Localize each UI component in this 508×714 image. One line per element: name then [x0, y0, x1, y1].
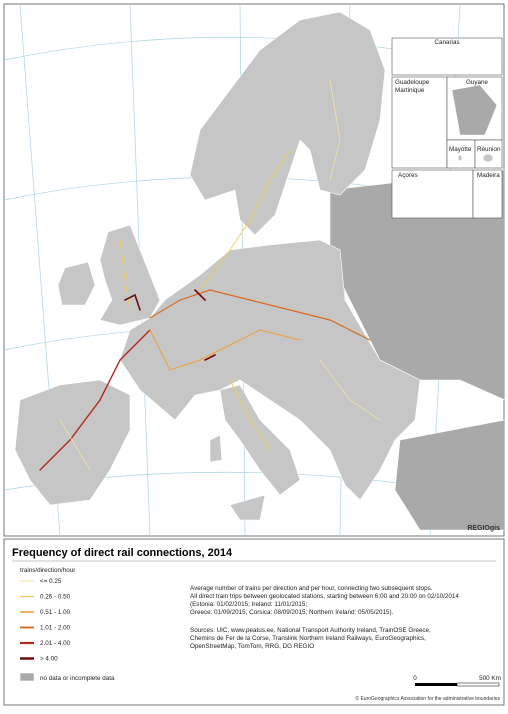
title: Frequency of direct rail connections, 20… — [12, 547, 233, 559]
land — [14, 11, 506, 531]
source-line: Chemins de Fer de la Corse, Translink No… — [190, 635, 426, 642]
logo: REGIOgis — [467, 525, 500, 532]
inset-label: Madeira — [477, 172, 500, 179]
map: Canarias Guadeloupe Martinique Guyane Ma… — [3, 3, 506, 537]
note-line: All direct train trips between geolocate… — [190, 593, 459, 600]
inset-label: Açores — [398, 172, 418, 179]
notes: Average number of trains per direction a… — [190, 585, 459, 650]
note-line: (Estonia: 01/02/2015; Ireland: 11/01/201… — [190, 601, 307, 608]
inset-label: Guyane — [466, 79, 489, 86]
inset-label: Guadeloupe — [395, 79, 430, 86]
legend-label: 0.26 - 0.50 — [40, 594, 71, 601]
inset-label: Réunion — [477, 146, 501, 153]
legend-label: no data or incomplete data — [40, 675, 115, 682]
legend-label: 0.51 - 1.00 — [40, 609, 71, 616]
scale-label: 0 — [413, 675, 417, 682]
legend-unit: trains/direction/hour — [20, 567, 75, 574]
legend-items: <= 0.25 0.26 - 0.50 0.51 - 1.00 1.01 - 2.00… — [20, 578, 71, 663]
legend-label: <= 0.25 — [40, 578, 62, 585]
copyright: © EuroGeographics Association for the ad… — [355, 695, 500, 702]
note-line: Greece: 01/09/2015; Corsica: 08/09/2015;… — [190, 609, 394, 616]
legend-label: 2.01 - 4.00 — [40, 640, 71, 647]
scale-bar: 0 500 Km — [413, 675, 501, 687]
legend-panel: Frequency of direct rail connections, 20… — [3, 538, 505, 706]
source-line: OpenStreetMap, TomTom, RRG, DG REGIO — [190, 643, 314, 650]
nodata-swatch — [19, 672, 35, 682]
inset-label: Mayotte — [449, 146, 472, 153]
scale-label: 500 Km — [479, 675, 501, 682]
insets: Canarias Guadeloupe Martinique Guyane Ma… — [391, 37, 503, 219]
legend-label: > 4.00 — [40, 656, 58, 663]
legend-label: 1.01 - 2.00 — [40, 625, 71, 632]
rail-network — [39, 79, 381, 471]
source-line: Sources: UIC, www.peatus.ee, National Tr… — [190, 627, 431, 634]
note-line: Average number of trains per direction a… — [190, 585, 433, 592]
inset-label: Martinique — [395, 87, 425, 94]
inset-label: Canarias — [434, 39, 459, 46]
